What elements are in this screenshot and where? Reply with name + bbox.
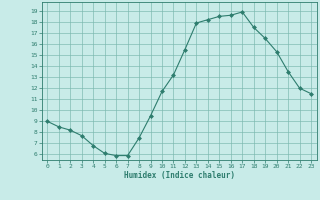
X-axis label: Humidex (Indice chaleur): Humidex (Indice chaleur) [124,171,235,180]
